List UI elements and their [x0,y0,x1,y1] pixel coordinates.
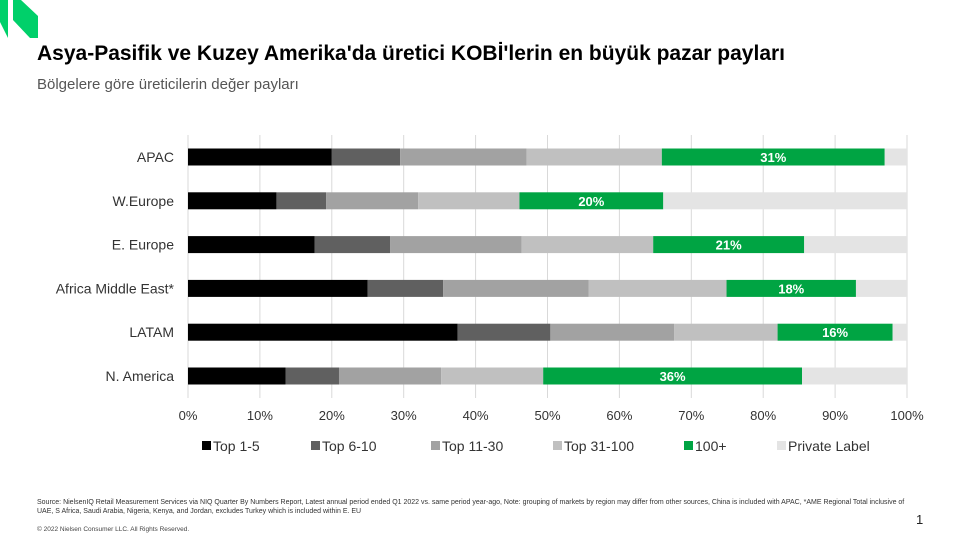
x-tick-label: 70% [678,408,704,423]
bar-segment [588,279,727,297]
bar-segment [443,279,589,297]
x-tick-label: 90% [822,408,848,423]
copyright-notice: © 2022 Nielsen Consumer LLC. All Rights … [37,526,190,533]
bar-segment [653,236,805,254]
category-label: W.Europe [113,193,175,209]
legend-swatch [202,441,211,450]
bar-segment [855,279,907,297]
bar-segment [526,148,662,166]
bar-segment [188,323,458,341]
legend-label: Private Label [788,438,870,454]
bar-segment [276,192,327,210]
legend-swatch [553,441,562,450]
page-number: 1 [916,512,924,527]
bar-segment [661,148,885,166]
x-tick-label: 10% [247,408,273,423]
bar-segment [188,236,315,254]
bar-segment [519,192,664,210]
bar-segment [804,236,907,254]
data-label: 21% [716,238,742,253]
category-label: Africa Middle East* [56,280,175,296]
x-tick-label: 60% [606,408,632,423]
bar-segment [188,279,368,297]
source-footnote: Source: NielsenIQ Retail Measurement Ser… [37,499,905,515]
legend-label: Top 31-100 [564,438,634,454]
legend-label: Top 1-5 [213,438,260,454]
category-label: APAC [137,149,174,165]
category-label: N. America [106,368,175,384]
bar-segment [802,367,907,385]
bar-segment [285,367,339,385]
bar-segment [338,367,442,385]
bar-segment [188,192,277,210]
bar-segment [674,323,778,341]
bar-segment [418,192,520,210]
bar-segment [884,148,907,166]
data-label: 18% [778,281,804,296]
legend-swatch [684,441,693,450]
bar-segment [543,367,803,385]
bar-segment [777,323,893,341]
data-label: 20% [578,194,604,209]
bar-segment [726,279,856,297]
x-tick-label: 100% [890,408,924,423]
legend-swatch [431,441,440,450]
data-label: 16% [822,325,848,340]
x-tick-label: 80% [750,408,776,423]
x-tick-label: 30% [391,408,417,423]
bar-segment [390,236,522,254]
stacked-bar-chart: 0% 10% 20% 30% 40% 50% 60% 70% 80% 90% 100% APAC 31%… [56,135,924,454]
bar-segment [188,367,286,385]
brand-logo-icon [0,0,38,38]
legend-label: Top 6-10 [322,438,377,454]
bar-segment [188,148,332,166]
bar-segment [400,148,527,166]
bar-segment [663,192,907,210]
bar-segment [326,192,419,210]
x-tick-label: 20% [319,408,345,423]
legend-swatch [311,441,320,450]
bar-segment [367,279,444,297]
bar-segment [550,323,675,341]
legend-label: 100+ [695,438,727,454]
bar-segment [441,367,544,385]
x-tick-label: 0% [179,408,198,423]
page-subtitle: Bölgelere göre üreticilerin değer paylar… [37,76,299,93]
bar-segment [457,323,551,341]
page-title: Asya-Pasifik ve Kuzey Amerika'da üretici… [37,42,786,65]
x-tick-label: 50% [534,408,560,423]
bar-segment [521,236,654,254]
bar-segment [892,323,907,341]
x-tick-label: 40% [463,408,489,423]
bar-segment [331,148,401,166]
category-label: E. Europe [112,237,174,253]
bar-segment [314,236,391,254]
data-label: 31% [760,150,786,165]
legend-label: Top 11-30 [442,438,503,454]
data-label: 36% [660,369,686,384]
category-label: LATAM [129,324,174,340]
legend-swatch [777,441,786,450]
